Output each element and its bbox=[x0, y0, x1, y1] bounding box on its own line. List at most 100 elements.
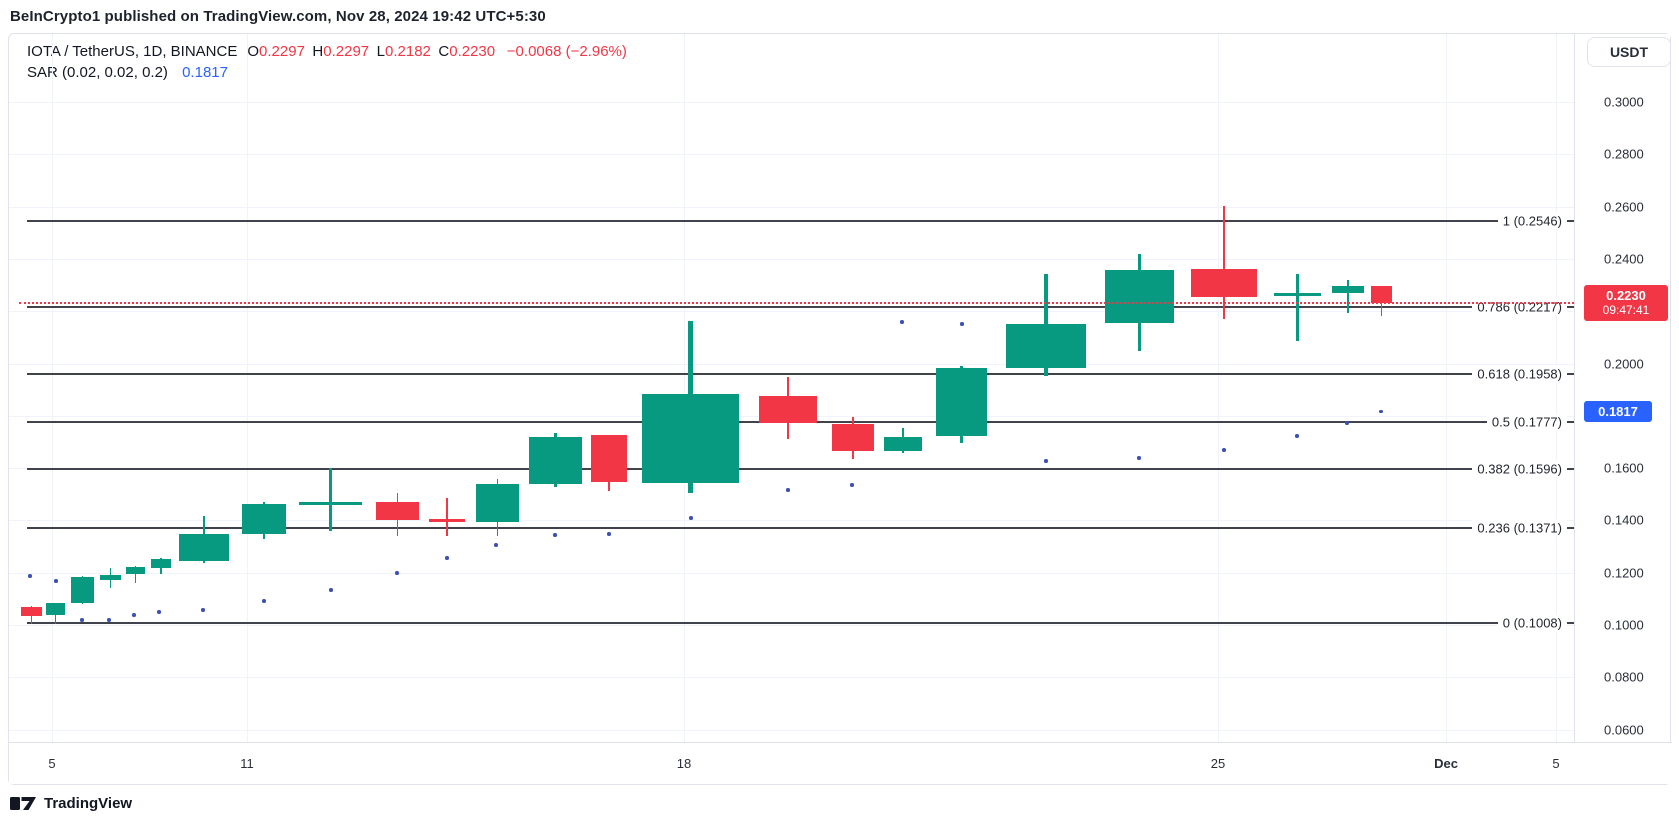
chart-card: IOTA / TetherUS, 1D, BINANCE O0.2297 H0.2… bbox=[8, 33, 1672, 785]
candle-body bbox=[151, 559, 171, 568]
price-gridline bbox=[9, 625, 1574, 626]
bar-countdown: 09:47:41 bbox=[1602, 303, 1650, 318]
fib-level-label: 1 (0.2546) bbox=[1497, 212, 1567, 230]
legend-symbol-row[interactable]: IOTA / TetherUS, 1D, BINANCE O0.2297 H0.2… bbox=[27, 41, 627, 62]
ohlc-label: L bbox=[376, 43, 385, 60]
ohlc-value: 0.2297 bbox=[323, 43, 377, 60]
last-price-value: 0.2230 bbox=[1606, 288, 1646, 304]
candle-body bbox=[642, 394, 739, 483]
ohlc-label: O bbox=[247, 43, 260, 60]
ohlc-value: 0.2297 bbox=[259, 43, 313, 60]
time-axis-label: 5 bbox=[48, 756, 56, 771]
sar-dot bbox=[201, 608, 205, 612]
price-gridline bbox=[9, 677, 1574, 679]
candle-wick bbox=[134, 565, 137, 583]
fib-level-line bbox=[27, 373, 1574, 376]
candle-wick bbox=[329, 468, 332, 531]
price-gridline bbox=[9, 729, 1574, 731]
price-gridline bbox=[9, 311, 1574, 313]
price-axis-label: 0.3000 bbox=[1604, 94, 1644, 110]
sar-dot bbox=[107, 618, 111, 622]
time-axis-label: 18 bbox=[676, 756, 692, 771]
price-gridline bbox=[9, 154, 1574, 156]
sar-dot bbox=[553, 533, 557, 537]
price-axis-label: 0.1000 bbox=[1604, 617, 1644, 633]
time-gridline bbox=[52, 34, 53, 742]
fib-level-label: 0.786 (0.2217) bbox=[1472, 298, 1567, 316]
time-axis-label: 5 bbox=[1552, 756, 1560, 771]
fib-level-label: 0.382 (0.1596) bbox=[1472, 460, 1567, 478]
sar-value-tag: 0.1817 bbox=[1584, 400, 1652, 422]
sar-dot bbox=[445, 556, 449, 560]
sar-dot bbox=[1345, 421, 1349, 425]
sar-dot bbox=[1295, 434, 1299, 438]
tradingview-logo-icon bbox=[10, 797, 36, 810]
candle-body bbox=[529, 436, 582, 485]
time-axis-label: 25 bbox=[1210, 756, 1226, 771]
candle-body bbox=[242, 503, 286, 534]
candle-body bbox=[1105, 269, 1174, 323]
sar-dot bbox=[262, 599, 266, 603]
fib-level-line bbox=[27, 621, 1574, 624]
time-axis-label: Dec bbox=[1434, 756, 1458, 771]
time-axis[interactable]: 5 11 18 25 Dec 5 bbox=[9, 742, 1672, 784]
sar-dot bbox=[494, 543, 498, 547]
candle-wick bbox=[1222, 206, 1226, 320]
ohlc-value: 0.2182 bbox=[385, 43, 439, 60]
candle-wick bbox=[1296, 274, 1299, 341]
candle-body bbox=[1332, 286, 1364, 293]
sar-dot bbox=[1137, 456, 1141, 460]
price-axis-label: 0.1400 bbox=[1604, 512, 1644, 528]
ohlc-label: H bbox=[312, 43, 324, 60]
ohlc-value: 0.2230 bbox=[449, 43, 503, 60]
tradingview-brand-text: TradingView bbox=[44, 795, 133, 812]
sar-dot bbox=[1222, 448, 1226, 452]
sar-dot bbox=[1044, 459, 1048, 463]
sar-dot bbox=[54, 579, 58, 583]
time-gridline bbox=[1446, 34, 1447, 742]
price-axis-label: 0.2400 bbox=[1604, 251, 1644, 267]
candle-body bbox=[376, 502, 419, 520]
candle-body bbox=[1371, 285, 1392, 304]
sar-dot bbox=[900, 320, 904, 324]
legend-indicator-row[interactable]: SAR (0.02, 0.02, 0.2) 0.1817 bbox=[27, 62, 627, 83]
fib-level-label: 0.618 (0.1958) bbox=[1472, 365, 1567, 383]
candle-body bbox=[936, 367, 987, 436]
currency-toggle-button[interactable]: USDT bbox=[1587, 37, 1671, 67]
candle-wick bbox=[446, 497, 448, 537]
price-gridline bbox=[9, 572, 1574, 574]
fib-level-label: 0.236 (0.1371) bbox=[1472, 519, 1567, 537]
ohlc-values: O0.2297 H0.2297 L0.2182 C0.2230 bbox=[247, 43, 502, 60]
price-axis-label: 0.2800 bbox=[1604, 146, 1644, 162]
price-axis[interactable]: USDT 0.2230 09:47:41 0.1817 0.3000 0.2800… bbox=[1574, 34, 1671, 742]
symbol-title: IOTA / TetherUS, 1D, BINANCE bbox=[27, 43, 238, 60]
candle-body bbox=[591, 434, 627, 482]
candle-body bbox=[46, 603, 65, 616]
fib-level-label: 0.5 (0.1777) bbox=[1486, 413, 1567, 431]
candle-body bbox=[1006, 324, 1086, 368]
time-gridline bbox=[684, 34, 685, 742]
candle-body bbox=[1274, 292, 1321, 297]
sar-dot bbox=[1379, 409, 1383, 414]
price-gridline bbox=[9, 258, 1574, 260]
candle-body bbox=[832, 423, 874, 452]
candle-body bbox=[71, 576, 94, 604]
sar-dot bbox=[960, 322, 964, 326]
price-axis-label: 0.2000 bbox=[1604, 356, 1644, 371]
candle-body bbox=[884, 436, 922, 452]
fib-level-line bbox=[27, 468, 1574, 471]
tradingview-attribution[interactable]: TradingView bbox=[10, 795, 132, 812]
candle-body bbox=[759, 395, 817, 423]
sar-dot bbox=[329, 588, 333, 592]
price-axis-label: 0.1600 bbox=[1604, 460, 1644, 476]
price-gridline bbox=[9, 206, 1574, 208]
change-value: −0.0068 (−2.96%) bbox=[506, 43, 627, 60]
chart-pane[interactable]: IOTA / TetherUS, 1D, BINANCE O0.2297 H0.2… bbox=[9, 34, 1574, 742]
sar-dot bbox=[157, 610, 161, 614]
sar-dot bbox=[395, 571, 399, 575]
candle-body bbox=[126, 566, 145, 574]
price-axis-label: 0.1200 bbox=[1604, 565, 1644, 581]
fib-level-line bbox=[27, 219, 1574, 222]
candle-body bbox=[476, 484, 519, 522]
